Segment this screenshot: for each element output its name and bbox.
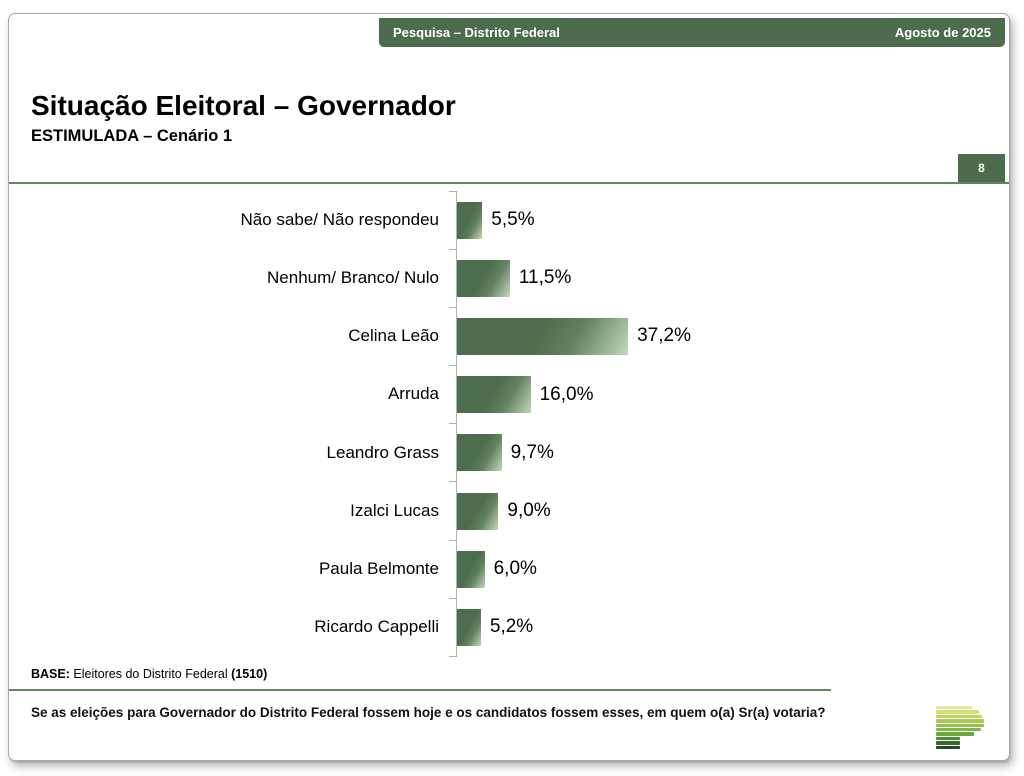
axis-tick bbox=[449, 365, 457, 367]
page-number-badge: 8 bbox=[958, 154, 1005, 182]
chart-row: Nenhum/ Branco/ Nulo 11,5% bbox=[139, 248, 879, 308]
bar bbox=[457, 317, 629, 355]
value-label: 37,2% bbox=[637, 325, 691, 347]
category-label: Ricardo Cappelli bbox=[314, 617, 439, 637]
bar-area: 11,5% bbox=[449, 248, 879, 308]
value-label: 6,0% bbox=[493, 558, 537, 580]
chart-row: Izalci Lucas 9,0% bbox=[139, 481, 879, 541]
axis-tick bbox=[449, 656, 457, 657]
bar-area: 9,7% bbox=[449, 423, 879, 482]
bar bbox=[457, 492, 499, 530]
axis-tick bbox=[449, 423, 457, 425]
base-note: BASE: Eleitores do Distrito Federal (151… bbox=[31, 667, 267, 681]
axis-tick bbox=[449, 539, 457, 541]
logo-stripe bbox=[936, 723, 984, 727]
logo-stripe bbox=[936, 714, 982, 719]
category-label: Izalci Lucas bbox=[350, 500, 439, 520]
value-label: 16,0% bbox=[539, 383, 594, 405]
bar bbox=[457, 608, 481, 646]
bar bbox=[457, 376, 531, 414]
logo-stripe bbox=[936, 732, 974, 736]
bar bbox=[457, 259, 510, 297]
chart-row: Leandro Grass 9,7% bbox=[139, 423, 879, 482]
bar-area: 9,0% bbox=[449, 481, 879, 541]
axis-tick bbox=[449, 306, 457, 308]
category-label: Leandro Grass bbox=[326, 442, 439, 462]
bar bbox=[457, 550, 485, 588]
company-logo bbox=[936, 706, 986, 750]
logo-stripe bbox=[936, 710, 979, 714]
axis-tick bbox=[449, 597, 457, 599]
logo-stripe bbox=[936, 745, 960, 749]
bar-area: 5,5% bbox=[449, 190, 879, 250]
slide-header-bar: Pesquisa – Distrito Federal Agosto de 20… bbox=[379, 18, 1005, 47]
category-label: Nenhum/ Branco/ Nulo bbox=[267, 267, 439, 287]
logo-stripe bbox=[936, 736, 960, 741]
bar-area: 6,0% bbox=[449, 539, 879, 599]
value-label: 5,2% bbox=[489, 616, 534, 638]
value-label: 11,5% bbox=[518, 267, 572, 289]
header-date-label: Agosto de 2025 bbox=[894, 25, 991, 40]
chart-row: Arruda 16,0% bbox=[139, 365, 879, 424]
category-label: Paula Belmonte bbox=[318, 558, 439, 578]
category-label: Arruda bbox=[387, 384, 439, 404]
bar bbox=[457, 434, 502, 472]
base-text: Eleitores do Distrito Federal bbox=[69, 667, 232, 681]
value-label: 9,0% bbox=[507, 500, 551, 522]
base-count: (1510) bbox=[231, 667, 268, 681]
value-label: 5,5% bbox=[491, 209, 535, 231]
bar-chart-rows: Não sabe/ Não respondeu 5,5% Nenhum/ Branc… bbox=[139, 190, 879, 657]
page-subtitle: ESTIMULADA – Cenário 1 bbox=[31, 127, 233, 145]
category-label: Não sabe/ Não respondeu bbox=[240, 209, 439, 229]
chart-row: Ricardo Cappelli 5,2% bbox=[139, 597, 879, 657]
page-title: Situação Eleitoral – Governador bbox=[31, 90, 456, 121]
bottom-divider-line bbox=[9, 689, 831, 691]
question-text: Se as eleições para Governador do Distri… bbox=[31, 705, 826, 720]
bar bbox=[457, 201, 483, 239]
category-label: Celina Leão bbox=[348, 326, 439, 346]
value-label: 9,7% bbox=[510, 441, 554, 463]
bar-chart: Não sabe/ Não respondeu 5,5% Nenhum/ Branc… bbox=[139, 190, 879, 657]
logo-stripe bbox=[936, 741, 960, 745]
chart-row: Paula Belmonte 6,0% bbox=[139, 539, 879, 599]
bar-area: 5,2% bbox=[449, 597, 879, 657]
logo-stripe bbox=[936, 727, 981, 732]
base-label: BASE: bbox=[31, 667, 70, 681]
axis-tick bbox=[449, 190, 457, 192]
logo-stripe bbox=[936, 719, 984, 723]
slide-page: Pesquisa – Distrito Federal Agosto de 20… bbox=[8, 13, 1010, 761]
bar-area: 37,2% bbox=[449, 306, 879, 366]
axis-tick bbox=[449, 481, 457, 483]
axis-tick bbox=[449, 248, 457, 250]
chart-row: Celina Leão 37,2% bbox=[139, 306, 879, 366]
chart-row: Não sabe/ Não respondeu 5,5% bbox=[139, 190, 879, 250]
logo-stripe bbox=[936, 706, 972, 710]
header-survey-label: Pesquisa – Distrito Federal bbox=[393, 25, 560, 40]
top-divider-line bbox=[9, 182, 1009, 184]
bar-area: 16,0% bbox=[449, 365, 879, 424]
